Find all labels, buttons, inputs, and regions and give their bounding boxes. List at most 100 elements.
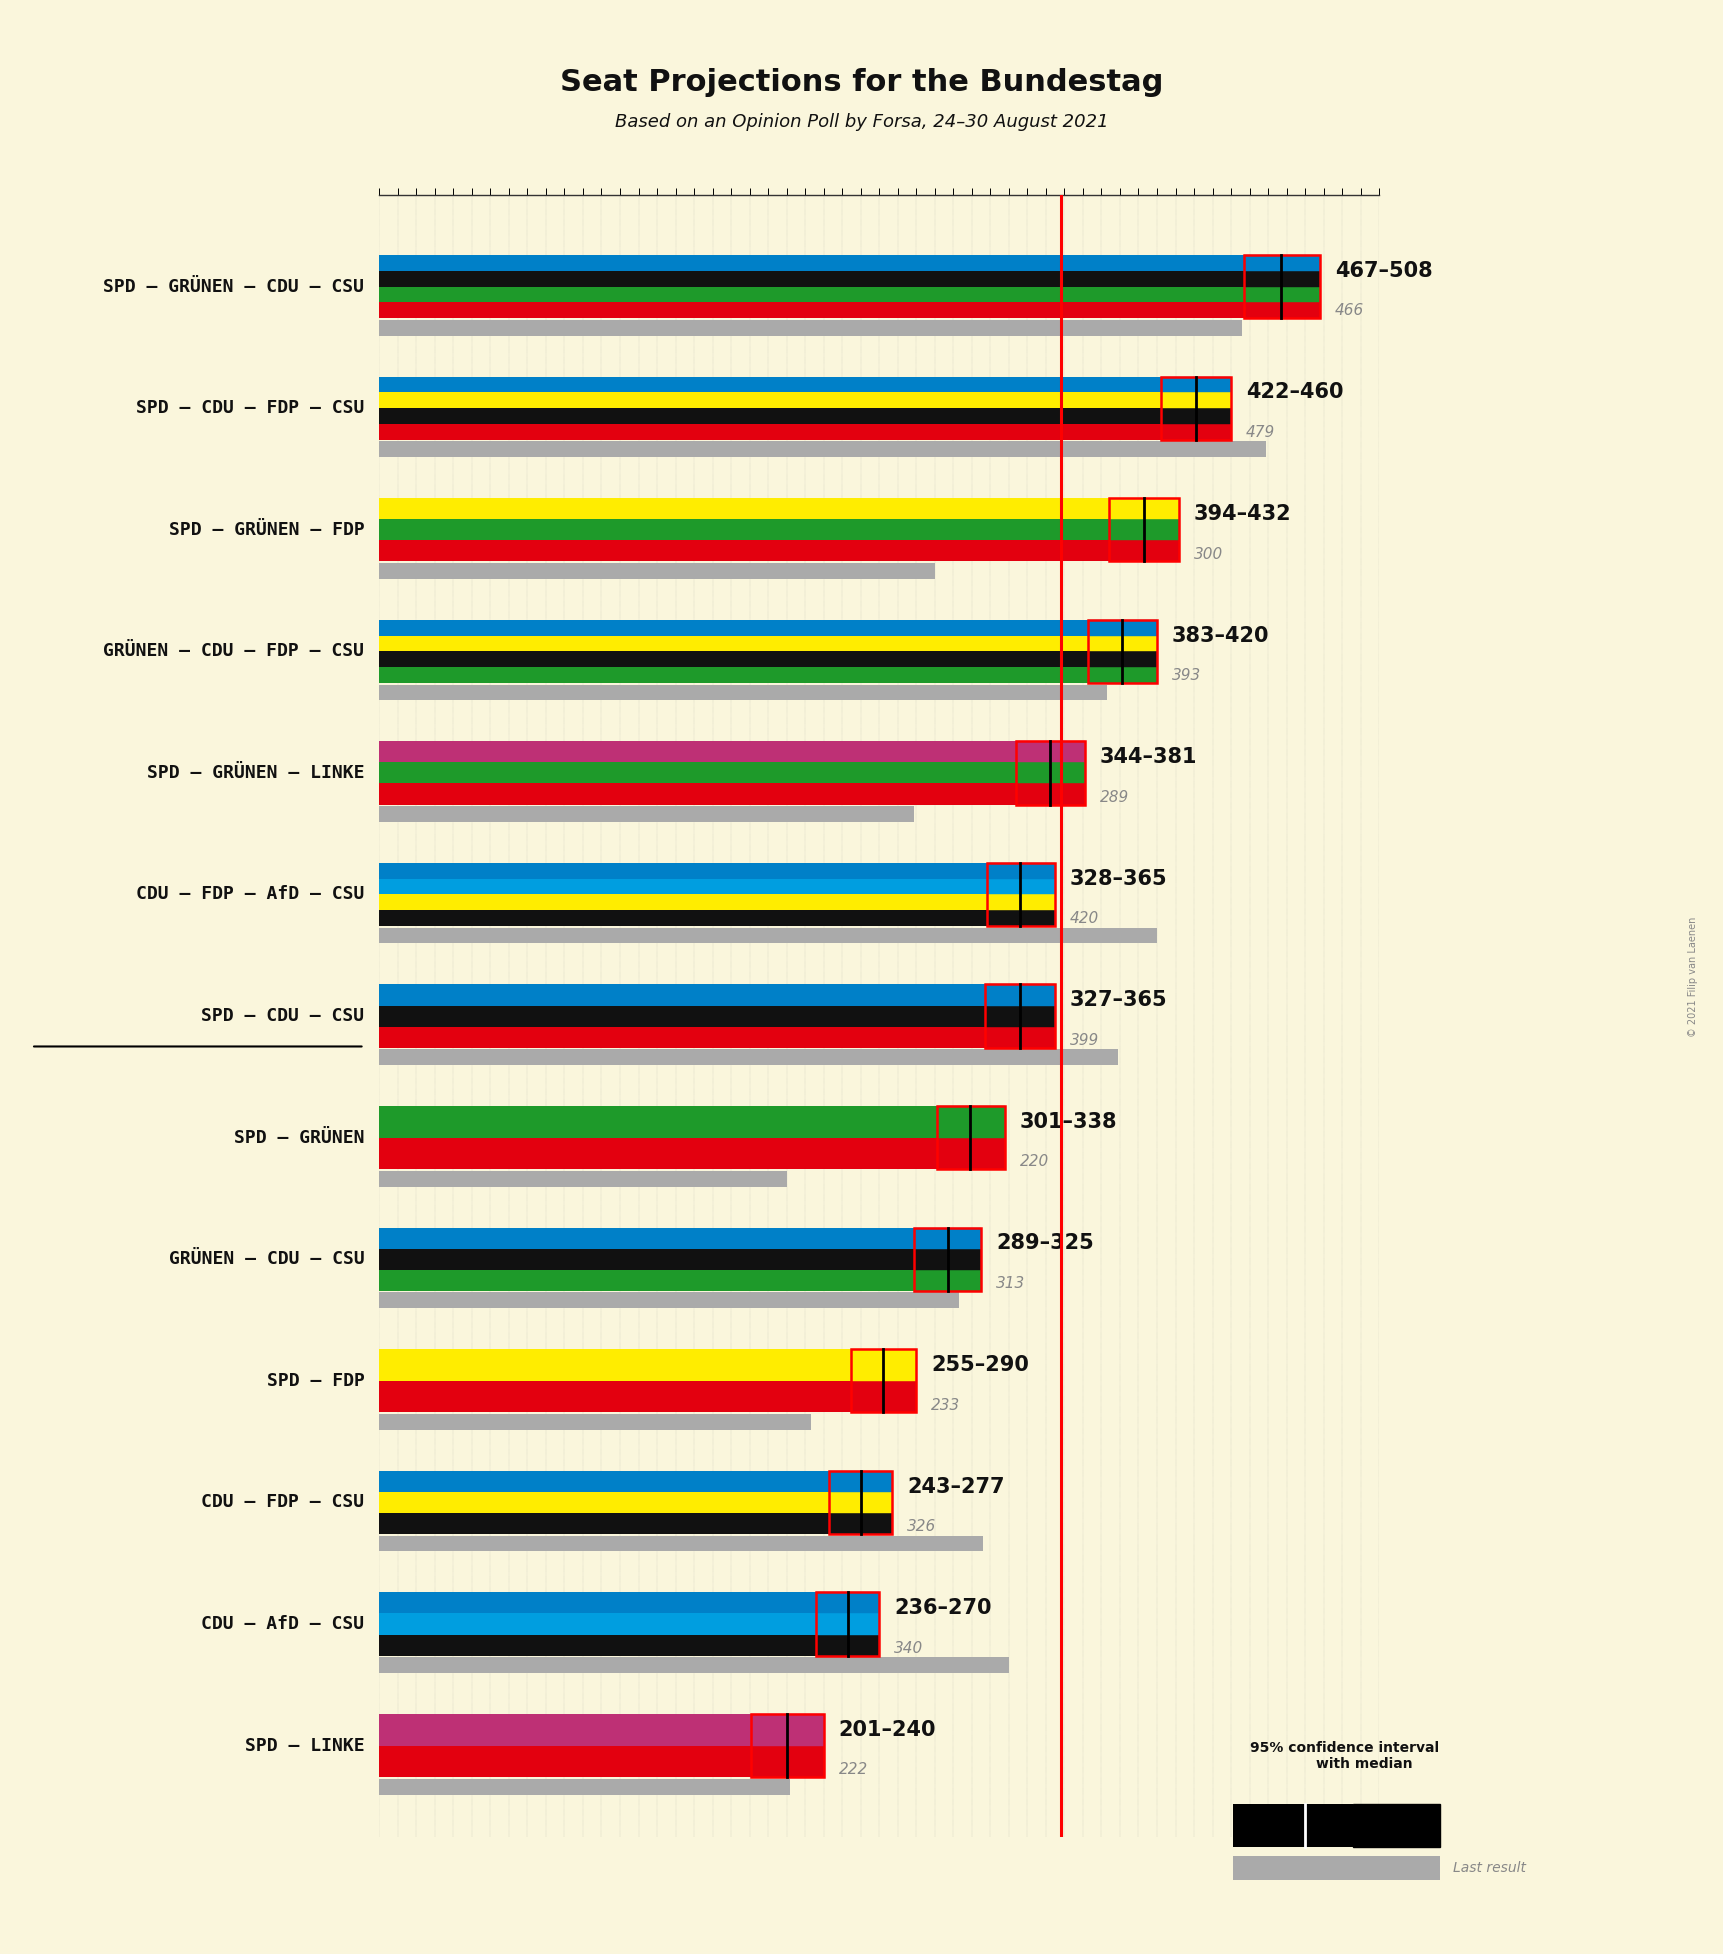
Text: 383–420: 383–420 [1172, 625, 1268, 645]
Bar [984, 1026, 1054, 1047]
Bar [1160, 424, 1230, 440]
Bar [379, 807, 913, 823]
Bar [379, 377, 1160, 393]
Text: 243–277: 243–277 [906, 1477, 1005, 1497]
Bar [815, 1635, 879, 1655]
Text: 289: 289 [1099, 789, 1129, 805]
Bar [1015, 762, 1084, 784]
Text: SPD – GRÜNEN – FDP: SPD – GRÜNEN – FDP [169, 522, 364, 539]
Text: SPD – GRÜNEN – LINKE: SPD – GRÜNEN – LINKE [146, 764, 364, 782]
Bar [379, 563, 934, 578]
Bar [379, 1137, 936, 1168]
Text: 422–460: 422–460 [1246, 383, 1342, 403]
Bar [829, 1471, 893, 1534]
Text: © 2021 Filip van Laenen: © 2021 Filip van Laenen [1687, 916, 1697, 1038]
Bar [1108, 520, 1179, 541]
Bar [379, 424, 1160, 440]
Bar [913, 1270, 980, 1292]
Bar [936, 1137, 1005, 1168]
Bar [379, 895, 986, 911]
Bar [379, 619, 1087, 635]
Text: 233: 233 [930, 1397, 960, 1413]
Bar [379, 928, 1156, 944]
Bar [815, 1614, 879, 1635]
Text: SPD – GRÜNEN: SPD – GRÜNEN [234, 1129, 364, 1147]
Text: 222: 222 [837, 1763, 867, 1778]
Bar [379, 741, 1015, 762]
Bar [751, 1714, 824, 1745]
Text: 255–290: 255–290 [930, 1354, 1029, 1376]
Bar [379, 1106, 936, 1137]
Bar [1108, 498, 1179, 520]
Text: SPD – LINKE: SPD – LINKE [245, 1737, 364, 1755]
Text: Seat Projections for the Bundestag: Seat Projections for the Bundestag [560, 68, 1163, 98]
Bar [379, 287, 1244, 303]
Bar [379, 1471, 829, 1491]
Bar [379, 1415, 810, 1430]
Bar [379, 1714, 751, 1745]
Bar [379, 762, 1015, 784]
Text: 479: 479 [1246, 424, 1275, 440]
Text: CDU – FDP – CSU: CDU – FDP – CSU [202, 1493, 364, 1510]
Bar [379, 254, 1244, 272]
Text: 399: 399 [1070, 1034, 1099, 1047]
Bar [379, 864, 986, 879]
Bar [379, 520, 1108, 541]
Bar [913, 1249, 980, 1270]
Bar [379, 408, 1160, 424]
Bar [1015, 784, 1084, 805]
Text: 327–365: 327–365 [1070, 991, 1166, 1010]
Bar [379, 985, 984, 1006]
Bar [379, 541, 1108, 561]
Bar [379, 1381, 851, 1413]
Bar [913, 1227, 980, 1292]
Bar [986, 879, 1054, 895]
Bar [1015, 741, 1084, 762]
Bar [379, 1593, 815, 1614]
Bar [379, 879, 986, 895]
Bar [379, 1635, 815, 1655]
Bar [379, 1292, 958, 1309]
Bar [379, 1348, 851, 1381]
Bar [815, 1593, 879, 1614]
Bar [1244, 254, 1320, 272]
Bar [1108, 498, 1179, 561]
Text: GRÜNEN – CDU – FDP – CSU: GRÜNEN – CDU – FDP – CSU [103, 643, 364, 660]
Bar [379, 1170, 786, 1186]
Bar [379, 784, 1015, 805]
Text: 467–508: 467–508 [1334, 260, 1432, 281]
Bar [936, 1106, 1005, 1137]
Bar [379, 303, 1244, 319]
Text: 393: 393 [1172, 668, 1201, 684]
Bar [1087, 666, 1156, 684]
Bar [1160, 408, 1230, 424]
Bar [1087, 635, 1156, 651]
Text: 201–240: 201–240 [837, 1720, 936, 1739]
Bar [986, 864, 1054, 926]
Text: 300: 300 [1194, 547, 1223, 561]
Text: 326: 326 [906, 1518, 936, 1534]
Text: 466: 466 [1334, 303, 1363, 319]
Bar [379, 1026, 984, 1047]
Text: SPD – GRÜNEN – CDU – CSU: SPD – GRÜNEN – CDU – CSU [103, 277, 364, 295]
Text: 420: 420 [1070, 911, 1099, 926]
Bar [1244, 287, 1320, 303]
Text: 340: 340 [894, 1641, 924, 1655]
Bar [1087, 619, 1156, 684]
Text: 313: 313 [996, 1276, 1025, 1292]
Text: 394–432: 394–432 [1194, 504, 1291, 524]
Bar [986, 895, 1054, 911]
Bar [829, 1471, 893, 1491]
Bar [379, 1006, 984, 1026]
Bar [379, 684, 1106, 700]
Bar [379, 1227, 913, 1249]
Bar [1015, 741, 1084, 805]
Bar [829, 1491, 893, 1512]
Bar [984, 985, 1054, 1006]
Bar [379, 1249, 913, 1270]
Bar [1244, 272, 1320, 287]
Bar [379, 911, 986, 926]
Bar [751, 1714, 824, 1778]
Text: 236–270: 236–270 [894, 1598, 991, 1618]
Text: SPD – FDP: SPD – FDP [267, 1372, 364, 1389]
